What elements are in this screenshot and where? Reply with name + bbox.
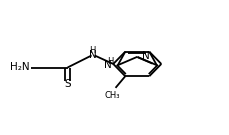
Text: H: H: [90, 45, 96, 55]
Text: H₂N: H₂N: [10, 63, 29, 72]
Text: N: N: [89, 50, 97, 60]
Text: S: S: [64, 79, 71, 89]
Text: N: N: [142, 51, 150, 61]
Text: H: H: [107, 57, 114, 66]
Text: N: N: [104, 60, 112, 70]
Text: CH₃: CH₃: [104, 91, 120, 99]
